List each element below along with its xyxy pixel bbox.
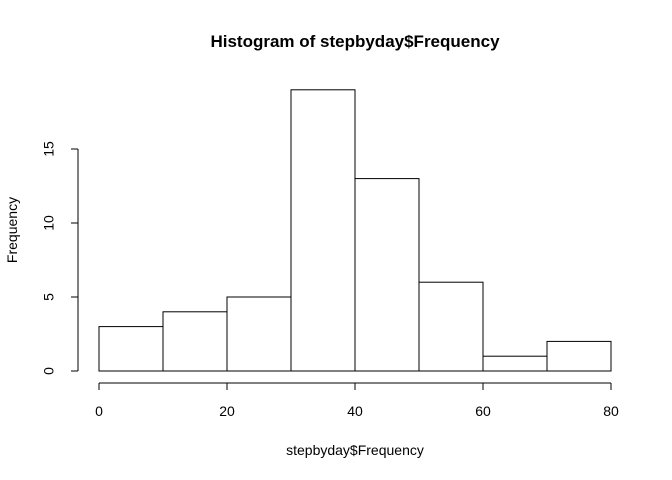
x-tick-label: 20 [219,403,235,419]
bars-group [98,89,612,372]
y-axis: 0 5 10 15 [41,141,79,375]
histogram-bar-1 [162,311,228,372]
x-tick-label: 60 [475,403,491,419]
x-axis: 0 20 40 60 80 [95,382,619,419]
y-tick-label: 5 [41,293,57,301]
chart-title: Histogram of stepbyday$Frequency [210,32,500,51]
y-tick-label: 15 [41,141,57,157]
x-tick-label: 40 [347,403,363,419]
x-axis-label: stepbyday$Frequency [286,442,424,458]
x-tick-label: 0 [95,403,103,419]
y-tick-label: 10 [41,215,57,231]
x-tick-label: 80 [603,403,619,419]
histogram-bar-5 [418,281,484,372]
histogram-bar-4 [354,178,420,372]
histogram-bar-6 [482,355,548,372]
histogram-bar-3 [290,89,356,372]
y-tick-label: 0 [41,367,57,375]
histogram-bar-2 [226,296,292,372]
histogram-bar-0 [98,326,164,372]
y-axis-label: Frequency [4,197,20,263]
histogram-bar-7 [546,340,612,372]
